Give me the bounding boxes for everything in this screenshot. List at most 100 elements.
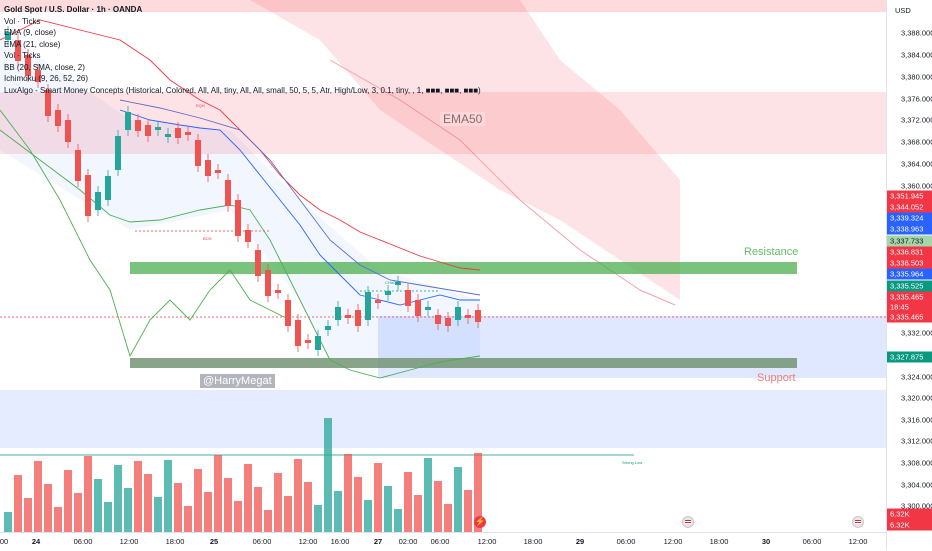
- price-tick-label: 3,304.000: [901, 480, 932, 490]
- time-label: 02:00: [398, 537, 418, 546]
- legend-line[interactable]: Ichimoku (9, 26, 52, 26): [4, 74, 89, 83]
- price-badge: 3,336.503: [887, 257, 932, 269]
- candle-body: [265, 270, 271, 296]
- candle-body: [475, 310, 481, 322]
- time-label: 06:00: [802, 537, 822, 546]
- volume-bar: [184, 506, 192, 532]
- price-badge: 3,336.831: [887, 246, 932, 258]
- time-label: 18:00: [165, 537, 185, 546]
- price-tick-label: 3,332.000: [901, 328, 932, 338]
- volume-bar: [94, 479, 102, 532]
- candle-body: [355, 310, 361, 326]
- volume-bar: [4, 512, 12, 532]
- ema50-label: EMA50: [440, 112, 486, 126]
- price-chart[interactable]: [0, 0, 886, 532]
- time-label: 06:00: [73, 537, 93, 546]
- legend-line[interactable]: BB (20, SMA, close, 2): [4, 62, 85, 72]
- candle-body: [175, 128, 181, 138]
- legend-line[interactable]: Vol · Ticks: [4, 16, 41, 26]
- price-badge: 3,337.733: [887, 235, 932, 247]
- price-tick-label: 3,380.000: [901, 72, 932, 82]
- volume-bar: [14, 475, 22, 532]
- candle-body: [465, 315, 471, 318]
- volume-bar: [314, 505, 322, 532]
- volume-bar: [254, 487, 262, 532]
- legend-line[interactable]: Vol · Ticks: [4, 51, 41, 60]
- price-badge: 3,338.963: [887, 223, 932, 235]
- volume-bar: [394, 509, 402, 532]
- volume-bar: [64, 470, 72, 532]
- volume-bar: [154, 497, 162, 532]
- volume-bar: [84, 456, 92, 532]
- volume-bar: [244, 464, 252, 532]
- candle-body: [295, 320, 301, 346]
- volume-bar: [294, 459, 302, 532]
- candle-body: [325, 326, 331, 330]
- time-axis[interactable]: 00 24 06:00 12:00 18:00 25 06:00 12:00 16:00 27 02…: [0, 532, 886, 551]
- candle-body: [345, 315, 351, 318]
- time-label: 12:00: [119, 537, 139, 546]
- volume-bar: [224, 478, 232, 532]
- volume-bar: [164, 460, 172, 532]
- ichimoku-cloud-inner: [329, 59, 676, 306]
- price-badge: 3,339.324: [887, 212, 932, 224]
- candle-body: [225, 180, 231, 206]
- volume-bar: [454, 467, 462, 532]
- us-flag-icon[interactable]: [682, 516, 694, 528]
- watermark: @HarryMegat: [200, 374, 275, 388]
- volume-bar: [264, 510, 272, 532]
- legend-line[interactable]: EMA (9, close): [4, 28, 57, 37]
- candle-body: [55, 110, 61, 126]
- volume-bar: [234, 501, 242, 532]
- support-label: Support: [757, 372, 796, 384]
- volume-bar: [424, 458, 432, 532]
- volume-bar: [474, 453, 482, 532]
- volume-bar: [384, 486, 392, 532]
- candle-body: [375, 300, 381, 303]
- candle-body: [275, 290, 281, 293]
- candle-body: [155, 127, 161, 130]
- legend-line[interactable]: LuxAlgo - Smart Money Concepts (Historic…: [4, 85, 481, 95]
- candle-body: [425, 307, 431, 310]
- time-label: 06:00: [616, 537, 636, 546]
- chikou-line: [0, 109, 291, 358]
- volume-bar: [334, 491, 342, 532]
- candle-body: [195, 140, 201, 166]
- volume-bar: [134, 461, 142, 532]
- price-tick-label: 3,324.000: [901, 372, 932, 382]
- candle-body: [15, 40, 21, 61]
- volume-bar: [104, 502, 112, 532]
- volume-bar: [344, 454, 352, 532]
- support-zone: [130, 358, 797, 368]
- volume-group: [4, 418, 482, 532]
- price-tick-label: 3,368.000: [901, 137, 932, 147]
- candle-body: [135, 120, 141, 131]
- legend-title[interactable]: Gold Spot / U.S. Dollar · 1h · OANDA: [4, 5, 143, 14]
- candle-body: [205, 160, 211, 176]
- volume-bar: [74, 493, 82, 532]
- price-tick-label: 3,360.000: [901, 181, 932, 191]
- candle-body: [25, 55, 31, 76]
- volume-bar: [404, 472, 412, 532]
- candle-body: [285, 300, 291, 326]
- candle-body: [315, 336, 321, 350]
- price-badge: 3,351.945: [887, 190, 932, 202]
- time-label: 29: [575, 537, 585, 546]
- time-label: 30: [761, 537, 771, 546]
- lightning-icon[interactable]: ⚡: [474, 516, 486, 528]
- price-tick-label: 3,376.000: [901, 94, 932, 104]
- us-flag-icon[interactable]: [852, 516, 864, 528]
- legend-line[interactable]: EMA (21, close): [4, 39, 61, 49]
- time-label: 12:00: [298, 537, 318, 546]
- volume-bar: [34, 461, 42, 532]
- time-label: 25: [209, 537, 219, 546]
- volume-bar: [414, 495, 422, 532]
- time-label: 06:00: [430, 537, 450, 546]
- currency-label: USD: [895, 6, 911, 15]
- price-axis[interactable]: USD 3,388.000 3,384.000 3,380.000 3,376.000…: [886, 0, 932, 550]
- candle-body: [255, 250, 261, 276]
- candle-body: [305, 340, 311, 343]
- chart-area[interactable]: Gold Spot / U.S. Dollar · 1h · OANDA Vol…: [0, 0, 886, 532]
- candle-body: [245, 230, 251, 242]
- candle-body: [445, 318, 451, 326]
